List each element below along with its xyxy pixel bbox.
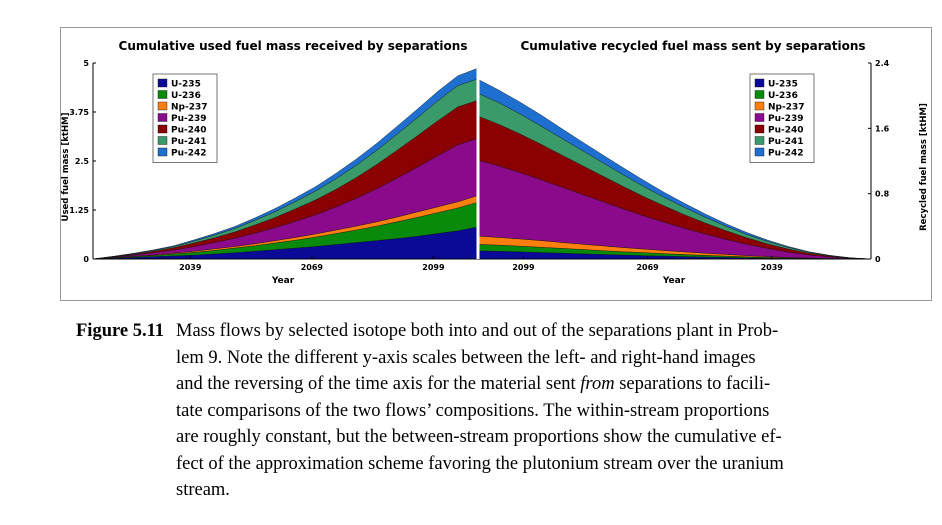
caption-emphasis-from: from bbox=[580, 374, 615, 394]
right-x-axis-label: Year bbox=[662, 276, 686, 286]
right-axes: 0 0.8 1.6 2.4 2099 2069 2039 bbox=[478, 59, 890, 272]
left-legend-swatch-np-237 bbox=[157, 101, 168, 111]
caption-body: Mass flows by selected isotope both into… bbox=[176, 318, 896, 504]
left-chart-title: Cumulative used fuel mass received by se… bbox=[119, 39, 468, 53]
right-area-pu-242 bbox=[477, 78, 872, 260]
right-y-tick-label: 0 bbox=[875, 255, 881, 264]
left-legend-swatch-pu-242 bbox=[157, 147, 168, 157]
right-x-tick-label: 2039 bbox=[761, 263, 784, 272]
left-legend-label-pu-241: Pu-241 bbox=[171, 137, 207, 147]
right-legend-label-u-236: U-236 bbox=[768, 91, 798, 101]
left-legend-swatch-u-236 bbox=[157, 90, 168, 99]
right-legend-label-u-235: U-235 bbox=[768, 80, 798, 90]
right-legend-swatch-u-236 bbox=[754, 90, 765, 99]
left-legend-label-u-236: U-236 bbox=[171, 91, 201, 101]
figure-caption: Figure 5.11 Mass flows by selected isoto… bbox=[76, 318, 896, 504]
figure-panel: Cumulative used fuel mass received by se… bbox=[60, 27, 932, 301]
right-x-tick-label: 2099 bbox=[512, 263, 535, 272]
left-x-axis-label: Year bbox=[271, 276, 295, 286]
right-y-tick-label: 1.6 bbox=[875, 124, 890, 133]
right-legend-swatch-pu-242 bbox=[754, 147, 765, 157]
caption-label: Figure 5.11 bbox=[76, 321, 165, 341]
caption-line-5: are roughly constant, but the between-st… bbox=[176, 427, 782, 447]
figure-svg: Cumulative used fuel mass received by se… bbox=[60, 27, 932, 301]
caption-line-3: and the reversing of the time axis for t… bbox=[176, 371, 896, 398]
right-x-tick-label: 2069 bbox=[636, 263, 659, 272]
right-legend-label-pu-239: Pu-239 bbox=[768, 114, 804, 124]
left-legend-label-pu-240: Pu-240 bbox=[171, 126, 207, 136]
left-legend-label-pu-239: Pu-239 bbox=[171, 114, 207, 124]
right-legend-swatch-pu-240 bbox=[754, 124, 765, 134]
caption-line-1: Mass flows by selected isotope both into… bbox=[176, 321, 779, 341]
right-y-axis-label: Recycled fuel mass [ktHM] bbox=[919, 103, 929, 231]
left-y-tick-label: 2.5 bbox=[75, 157, 90, 166]
left-y-tick-label: 1.25 bbox=[69, 206, 89, 215]
right-chart: Cumulative recycled fuel mass sent by se… bbox=[477, 39, 929, 286]
left-legend-swatch-u-235 bbox=[157, 78, 168, 88]
right-y-tick-label: 2.4 bbox=[875, 59, 890, 68]
left-legend-swatch-pu-241 bbox=[157, 136, 168, 145]
caption-line-4: tate comparisons of the two flows’ compo… bbox=[176, 400, 770, 421]
left-legend-swatch-pu-239 bbox=[157, 113, 168, 122]
right-legend-swatch-pu-239 bbox=[754, 113, 765, 122]
right-legend-swatch-np-237 bbox=[754, 101, 765, 111]
left-legend-swatch-pu-240 bbox=[157, 124, 168, 134]
right-legend-swatch-u-235 bbox=[754, 78, 765, 88]
left-axes: 0 1.25 2.5 3.75 5 2039 2069 2099 bbox=[69, 59, 478, 272]
right-legend-swatch-pu-241 bbox=[754, 136, 765, 145]
left-legend-label-np-237: Np-237 bbox=[171, 103, 208, 113]
right-legend-label-pu-241: Pu-241 bbox=[768, 137, 804, 147]
caption-line-3-a: and the reversing of the time axis for t… bbox=[176, 374, 576, 394]
right-legend-label-pu-240: Pu-240 bbox=[768, 126, 804, 136]
caption-line-6: fect of the approximation scheme favorin… bbox=[176, 453, 784, 474]
caption-line-3-b: separations to facili- bbox=[614, 374, 771, 394]
left-x-tick-label: 2039 bbox=[179, 263, 202, 272]
left-x-tick-label: 2069 bbox=[301, 263, 324, 272]
caption-line-7: stream. bbox=[176, 480, 230, 500]
left-x-tick-label: 2099 bbox=[422, 263, 445, 272]
left-y-tick-label: 0 bbox=[83, 255, 89, 264]
left-y-tick-label: 3.75 bbox=[69, 108, 89, 117]
left-y-tick-label: 5 bbox=[83, 59, 89, 68]
right-legend-label-np-237: Np-237 bbox=[768, 103, 805, 113]
right-legend-label-pu-242: Pu-242 bbox=[768, 149, 804, 159]
right-chart-title: Cumulative recycled fuel mass sent by se… bbox=[520, 39, 865, 53]
caption-line-2: lem 9. Note the different y-axis scales … bbox=[176, 347, 756, 368]
right-y-tick-label: 0.8 bbox=[875, 190, 890, 199]
left-legend-label-pu-242: Pu-242 bbox=[171, 149, 207, 159]
left-y-axis-label: Used fuel mass [ktHM] bbox=[61, 112, 71, 221]
left-legend-label-u-235: U-235 bbox=[171, 80, 201, 90]
